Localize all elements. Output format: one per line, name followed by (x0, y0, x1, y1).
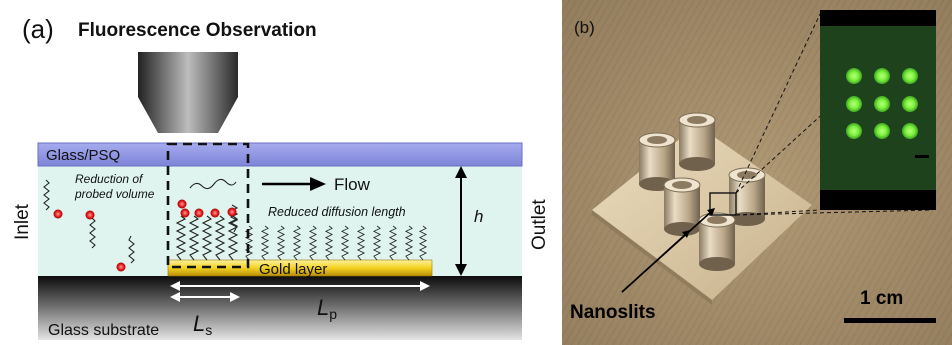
zoom-lines (735, 13, 933, 216)
lp-arrow-icon (170, 281, 430, 291)
panel-a-label: (a) (22, 14, 54, 44)
reduction-label-line1: Reduction of (75, 172, 144, 186)
nanoslits-pointers (621, 210, 713, 293)
flow-arrow-icon (262, 177, 326, 191)
photo-panel: (b) (562, 0, 952, 345)
ls-arrow-icon (170, 292, 240, 302)
objective-lens-icon (138, 52, 238, 133)
diffusion-label: Reduced diffusion length (268, 205, 406, 219)
free-targets (43, 178, 239, 272)
inlet-label: Inlet (12, 203, 33, 240)
schematic-panel: (a) Fluorescence Observation Glass/PSQ G… (12, 14, 550, 340)
nanoslits-label: Nanoslits (570, 302, 656, 323)
panel-title: Fluorescence Observation (78, 20, 317, 41)
zoom-region-box (709, 192, 737, 216)
gold-layer (167, 259, 433, 277)
height-arrow-icon (455, 166, 467, 276)
lp-label: Lp (317, 295, 337, 322)
reservoir-cylinders (638, 112, 766, 271)
fluorescence-inset (820, 10, 936, 210)
panel-b-label: (b) (574, 18, 595, 37)
gold-layer-label: Gold layer (259, 261, 327, 278)
outlet-label: Outlet (529, 199, 550, 250)
scale-bar (844, 318, 936, 323)
probed-volume-box (166, 142, 250, 269)
glass-substrate-label: Glass substrate (48, 322, 159, 339)
flow-label: Flow (334, 175, 371, 194)
ls-label: Ls (193, 311, 212, 338)
reduction-label-line2: probed volume (74, 187, 155, 201)
glass-psq-label: Glass/PSQ (46, 147, 120, 164)
glass-psq-layer (37, 142, 523, 167)
height-label: h (474, 207, 483, 226)
scale-label: 1 cm (860, 288, 903, 309)
